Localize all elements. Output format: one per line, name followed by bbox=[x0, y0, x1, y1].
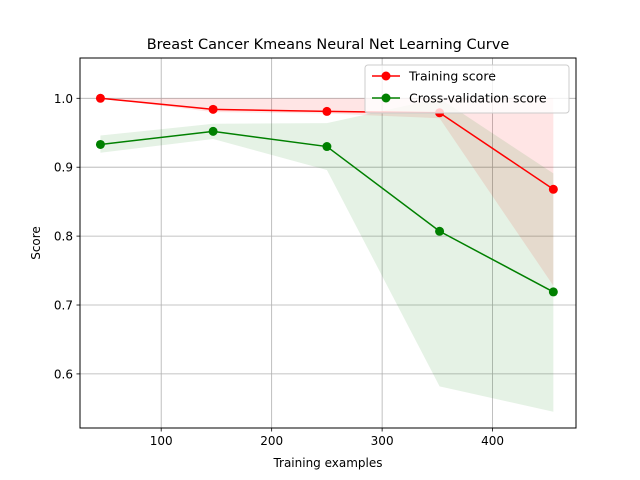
confidence-band-1 bbox=[100, 98, 554, 412]
legend: Training score Cross-validation score bbox=[364, 64, 570, 114]
confidence-band-0 bbox=[100, 98, 554, 286]
plot-area bbox=[80, 58, 576, 428]
data-point bbox=[208, 126, 218, 136]
x-tick-label: 400 bbox=[481, 434, 504, 448]
legend-box bbox=[364, 64, 570, 114]
legend-label-cv: Cross-validation score bbox=[409, 91, 547, 106]
data-point bbox=[95, 93, 105, 103]
y-tick-label: 0.8 bbox=[54, 230, 73, 244]
x-tick-label: 100 bbox=[150, 434, 173, 448]
data-point bbox=[548, 287, 558, 297]
data-point bbox=[95, 139, 105, 149]
x-tick-label: 300 bbox=[371, 434, 394, 448]
y-tick-label: 0.6 bbox=[54, 367, 73, 381]
data-point bbox=[322, 106, 332, 116]
data-point bbox=[435, 226, 445, 236]
x-tick-label: 200 bbox=[260, 434, 283, 448]
x-axis-label: Training examples bbox=[272, 456, 382, 470]
y-tick-label: 0.9 bbox=[54, 161, 73, 175]
plot-frame bbox=[79, 57, 577, 429]
y-tick-label: 0.7 bbox=[54, 299, 73, 313]
data-point bbox=[322, 142, 332, 152]
confidence-bands bbox=[100, 98, 554, 412]
data-point bbox=[548, 184, 558, 194]
chart-title: Breast Cancer Kmeans Neural Net Learning… bbox=[147, 37, 510, 53]
x-axis-ticks: 100 200 300 400 bbox=[150, 428, 504, 448]
y-axis-ticks: 0.6 0.7 0.8 0.9 1.0 bbox=[54, 92, 80, 381]
y-tick-label: 1.0 bbox=[54, 92, 73, 106]
legend-label-training: Training score bbox=[408, 69, 496, 84]
legend-marker-training bbox=[381, 71, 391, 81]
y-axis-label: Score bbox=[29, 226, 43, 260]
data-point bbox=[208, 104, 218, 114]
legend-marker-cv bbox=[381, 93, 391, 103]
series-points bbox=[95, 93, 558, 297]
